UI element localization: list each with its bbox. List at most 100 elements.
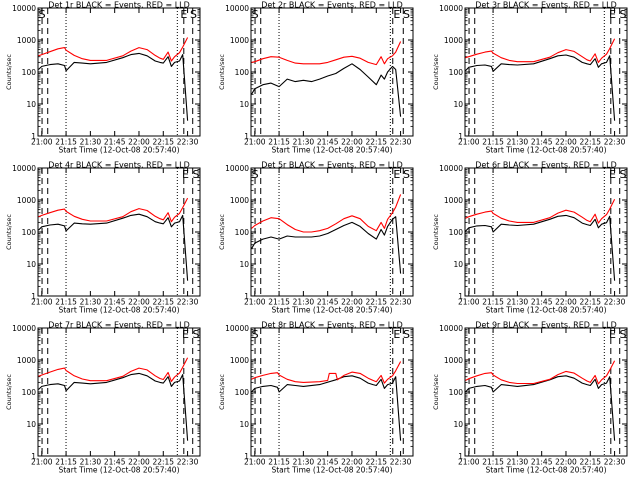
y-tick-label: 10000 bbox=[225, 324, 249, 333]
y-tick-label: 1 bbox=[244, 132, 249, 141]
y-axis-label: Counts/sec bbox=[5, 214, 13, 250]
x-tick-label: 21:15 bbox=[55, 458, 77, 467]
x-tick-label: 22:30 bbox=[177, 298, 199, 307]
lld-series-line bbox=[465, 360, 616, 385]
x-axis-label: Start Time (12-Oct-08 20:57:40) bbox=[485, 146, 606, 155]
x-tick-label: 21:45 bbox=[531, 298, 553, 307]
x-tick-label: 21:15 bbox=[55, 138, 77, 147]
x-tick-label: 22:15 bbox=[579, 458, 601, 467]
x-tick-label: 22:30 bbox=[177, 138, 199, 147]
x-tick-label: 22:00 bbox=[341, 298, 363, 307]
event-marker: S bbox=[403, 8, 410, 21]
x-tick-label: 22:15 bbox=[365, 138, 387, 147]
x-tick-label: 22:30 bbox=[390, 138, 412, 147]
y-tick-label: 10000 bbox=[439, 324, 463, 333]
events-series-line bbox=[465, 54, 616, 121]
panel-title: Det 1r BLACK = Events, RED = LLD bbox=[48, 1, 190, 10]
x-tick-label: 21:45 bbox=[104, 458, 126, 467]
event-marker: S bbox=[192, 168, 199, 181]
y-axis-label: Counts/sec bbox=[5, 374, 13, 410]
y-axis-label: Counts/sec bbox=[218, 54, 226, 90]
detector-panel: Det 2r BLACK = Events, RED = LLD 1 10 100 10… bbox=[218, 1, 414, 155]
events-series-line bbox=[38, 372, 189, 441]
y-tick-label: 1000 bbox=[444, 356, 463, 365]
x-tick-label: 22:00 bbox=[555, 138, 577, 147]
y-axis-label: Counts/sec bbox=[218, 374, 226, 410]
event-marker: E bbox=[609, 328, 616, 341]
x-tick-label: 21:45 bbox=[104, 298, 126, 307]
y-tick-label: 10 bbox=[239, 100, 249, 109]
y-tick-label: 10 bbox=[239, 420, 249, 429]
x-tick-label: 22:00 bbox=[555, 298, 577, 307]
y-axis-label: Counts/sec bbox=[432, 54, 440, 90]
x-tick-label: 21:00 bbox=[31, 138, 53, 147]
x-tick-label: 22:00 bbox=[341, 458, 363, 467]
y-tick-label: 1 bbox=[458, 132, 463, 141]
events-series-line bbox=[38, 213, 189, 281]
y-tick-label: 100 bbox=[235, 228, 250, 237]
x-tick-label: 21:15 bbox=[268, 138, 290, 147]
lld-series-line bbox=[465, 38, 616, 63]
y-tick-label: 100 bbox=[22, 388, 37, 397]
event-marker: S bbox=[252, 8, 259, 21]
x-tick-label: 22:15 bbox=[365, 298, 387, 307]
panel-title: Det 2r BLACK = Events, RED = LLD bbox=[261, 1, 403, 10]
event-marker: E bbox=[609, 8, 616, 21]
x-tick-label: 21:00 bbox=[244, 458, 266, 467]
events-series-line bbox=[251, 216, 402, 274]
event-marker: S bbox=[252, 168, 259, 181]
x-axis-label: Start Time (12-Oct-08 20:57:40) bbox=[58, 466, 179, 475]
y-tick-label: 10 bbox=[453, 260, 463, 269]
y-tick-label: 1000 bbox=[230, 356, 249, 365]
event-marker: E bbox=[182, 168, 189, 181]
y-tick-label: 10000 bbox=[12, 324, 36, 333]
plot-frame bbox=[250, 327, 414, 457]
x-tick-label: 22:15 bbox=[365, 458, 387, 467]
y-tick-label: 1 bbox=[31, 292, 36, 301]
x-axis-label: Start Time (12-Oct-08 20:57:40) bbox=[271, 306, 392, 315]
x-tick-label: 21:00 bbox=[244, 138, 266, 147]
panel-title: Det 3r BLACK = Events, RED = LLD bbox=[475, 1, 617, 10]
event-marker: E bbox=[609, 168, 616, 181]
detector-panel: Det 4r BLACK = Events, RED = LLD 1 10 100 10… bbox=[5, 161, 201, 315]
x-tick-label: 22:15 bbox=[152, 458, 174, 467]
event-marker: S bbox=[252, 328, 259, 341]
x-tick-label: 21:00 bbox=[458, 458, 480, 467]
x-tick-label: 21:15 bbox=[482, 138, 504, 147]
event-marker: S bbox=[403, 328, 410, 341]
plot-frame bbox=[37, 327, 201, 457]
plot-frame bbox=[37, 167, 201, 297]
x-axis-label: Start Time (12-Oct-08 20:57:40) bbox=[485, 306, 606, 315]
x-tick-label: 21:45 bbox=[531, 138, 553, 147]
event-marker: S bbox=[192, 328, 199, 341]
x-tick-label: 21:45 bbox=[317, 298, 339, 307]
events-series-line bbox=[251, 375, 402, 441]
x-tick-label: 21:30 bbox=[507, 138, 529, 147]
x-tick-label: 22:30 bbox=[390, 458, 412, 467]
y-tick-label: 100 bbox=[449, 228, 464, 237]
detector-panel: Det 3r BLACK = Events, RED = LLD 1 10 100 10… bbox=[432, 1, 628, 155]
y-tick-label: 100 bbox=[449, 388, 464, 397]
x-tick-label: 21:00 bbox=[244, 298, 266, 307]
x-tick-label: 22:30 bbox=[177, 458, 199, 467]
y-tick-label: 1 bbox=[458, 292, 463, 301]
event-marker: E bbox=[180, 8, 187, 21]
x-tick-label: 21:00 bbox=[31, 298, 53, 307]
x-tick-label: 21:00 bbox=[458, 298, 480, 307]
y-tick-label: 10000 bbox=[439, 4, 463, 13]
y-tick-label: 1 bbox=[31, 132, 36, 141]
x-tick-label: 22:30 bbox=[604, 298, 626, 307]
y-tick-label: 10 bbox=[26, 260, 36, 269]
y-tick-label: 10 bbox=[26, 420, 36, 429]
y-tick-label: 1000 bbox=[17, 356, 36, 365]
y-tick-label: 100 bbox=[235, 388, 250, 397]
y-tick-label: 1000 bbox=[230, 36, 249, 45]
event-marker: E bbox=[393, 168, 400, 181]
detector-panel: Det 1r BLACK = Events, RED = LLD 1 10 100 10… bbox=[5, 1, 201, 155]
y-tick-label: 10 bbox=[26, 100, 36, 109]
plot-frame bbox=[464, 7, 628, 137]
lld-series-line bbox=[251, 194, 402, 233]
y-tick-label: 10 bbox=[453, 420, 463, 429]
plot-frame bbox=[464, 167, 628, 297]
event-marker: S bbox=[190, 8, 197, 21]
